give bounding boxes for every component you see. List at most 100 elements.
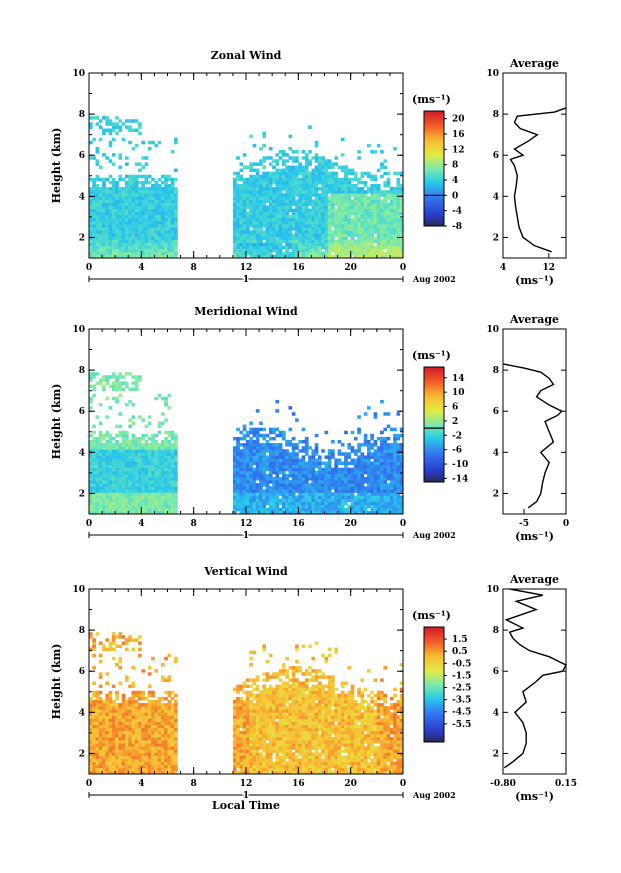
average-y-tick-label: 2: [493, 489, 499, 499]
heatmap-cell: [288, 239, 293, 243]
heatmap-cell: [298, 187, 302, 191]
heatmap-cell: [298, 211, 302, 216]
heatmap-cell: [246, 217, 250, 222]
heatmap-cell: [239, 507, 244, 512]
heatmap-cell: [108, 709, 113, 713]
heatmap-cell: [363, 184, 368, 188]
heatmap-cell: [337, 489, 342, 493]
heatmap-cell: [242, 449, 247, 453]
heatmap-cell: [386, 412, 391, 416]
heatmap-cell: [278, 489, 283, 493]
heatmap-cell: [317, 177, 322, 182]
heatmap-cell: [317, 464, 322, 469]
heatmap-cell: [115, 696, 119, 701]
heatmap-cell: [259, 477, 263, 481]
heatmap-cell: [285, 193, 289, 197]
heatmap-cell: [272, 452, 276, 456]
heatmap-cell: [317, 196, 322, 200]
heatmap-cell: [389, 236, 394, 240]
heatmap-cell: [102, 230, 106, 234]
heatmap-cell: [363, 199, 368, 203]
heatmap-cell: [389, 492, 394, 496]
heatmap-cell: [314, 446, 319, 450]
heatmap-cell: [376, 489, 381, 493]
heatmap-cell: [111, 251, 116, 256]
heatmap-cell: [249, 230, 253, 234]
heatmap-cell: [124, 495, 129, 499]
heatmap-cell: [102, 510, 106, 515]
heatmap-cell: [298, 199, 302, 203]
heatmap-cell: [275, 190, 280, 194]
heatmap-cell: [95, 116, 100, 120]
heatmap-cell: [92, 458, 96, 462]
heatmap-cell: [298, 217, 302, 222]
heatmap-cell: [331, 196, 335, 200]
heatmap-cell: [262, 224, 267, 228]
heatmap-cell: [138, 242, 142, 247]
heatmap-cell: [321, 486, 325, 490]
heatmap-cell: [98, 467, 103, 472]
heatmap-cell: [291, 156, 296, 160]
heatmap-cell: [301, 171, 306, 176]
heatmap-cell: [265, 217, 270, 222]
heatmap-cell: [357, 415, 361, 419]
heatmap-cell: [383, 464, 388, 469]
heatmap-cell: [265, 187, 270, 191]
heatmap-cell: [380, 480, 384, 484]
heatmap-cell: [92, 233, 96, 237]
heatmap-cell: [265, 224, 270, 228]
heatmap-cell: [367, 483, 371, 487]
heatmap-cell: [170, 242, 175, 247]
heatmap-cell: [321, 501, 325, 506]
heatmap-cell: [304, 470, 309, 475]
heatmap-cell: [141, 458, 145, 462]
heatmap-cell: [131, 498, 136, 503]
heatmap-cell: [255, 230, 260, 234]
heatmap-cell: [288, 452, 293, 456]
heatmap-cell: [147, 443, 152, 447]
heatmap-cell: [317, 199, 322, 203]
heatmap-cell: [327, 171, 332, 176]
heatmap-cell: [373, 412, 378, 416]
colorbar-segment: [424, 380, 444, 383]
heatmap-cell: [393, 224, 397, 228]
heatmap-cell: [272, 239, 276, 243]
heatmap-cell: [174, 211, 178, 216]
colorbar-segment: [424, 141, 444, 145]
heatmap-cell: [147, 446, 152, 450]
y-axis-label: Height (km): [50, 384, 63, 460]
heatmap-cell: [259, 211, 263, 216]
heatmap-cell: [134, 251, 139, 256]
heatmap-cell: [252, 443, 257, 447]
heatmap-cell: [242, 180, 247, 185]
heatmap-cell: [357, 254, 361, 259]
heatmap-cell: [108, 764, 113, 769]
heatmap-cell: [118, 718, 123, 722]
heatmap-cell: [105, 696, 110, 701]
heatmap-cell: [252, 483, 257, 487]
heatmap-cell: [105, 755, 110, 759]
heatmap-cell: [102, 199, 106, 203]
heatmap-cell: [288, 205, 293, 210]
heatmap-cell: [249, 510, 253, 515]
heatmap-cell: [308, 483, 312, 487]
heatmap-cell: [363, 245, 368, 250]
heatmap-cell: [304, 184, 309, 188]
heatmap-cell: [115, 715, 119, 719]
heatmap-cell: [275, 221, 280, 225]
heatmap-cell: [259, 199, 263, 203]
heatmap-cell: [98, 119, 103, 123]
heatmap-cell: [164, 214, 168, 219]
heatmap-cell: [317, 224, 322, 228]
average-profile-line: [509, 107, 567, 253]
heatmap-cell: [111, 467, 116, 472]
heatmap-cell: [383, 211, 388, 216]
heatmap-cell: [102, 180, 106, 185]
heatmap-cell: [262, 134, 267, 139]
heatmap-cell: [111, 718, 116, 722]
heatmap-cell: [396, 184, 401, 188]
heatmap-cell: [157, 501, 162, 506]
heatmap-cell: [278, 477, 283, 481]
heatmap-cell: [131, 184, 136, 188]
heatmap-cell: [249, 495, 253, 499]
